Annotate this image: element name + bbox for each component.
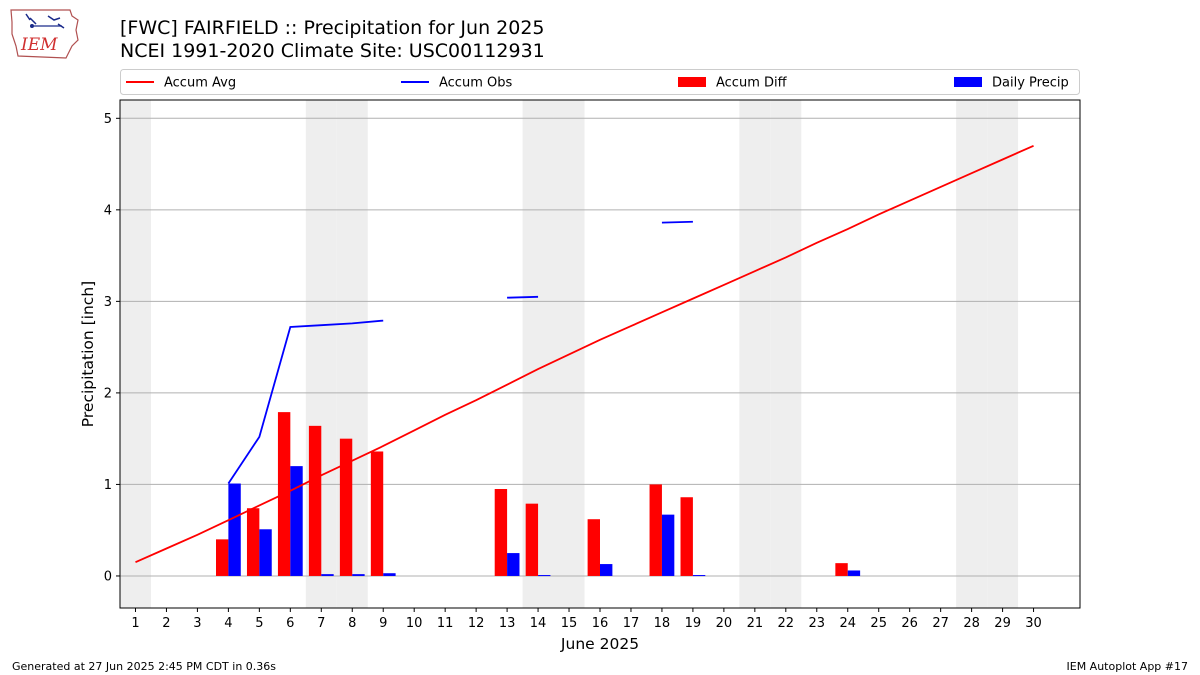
- logo-text: IEM: [20, 35, 58, 55]
- accum-diff-bar: [494, 489, 508, 576]
- x-tick-label: 18: [654, 616, 671, 631]
- chart-subtitle: NCEI 1991-2020 Climate Site: USC00112931: [120, 40, 545, 62]
- daily-precip-bar: [352, 574, 365, 576]
- daily-precip-bar: [600, 564, 613, 576]
- x-tick-label: 17: [623, 616, 640, 631]
- x-tick-label: 6: [286, 616, 294, 631]
- x-tick-label: 20: [716, 616, 733, 631]
- accum-diff-bar: [680, 497, 693, 576]
- y-axis-label: Precipitation [inch]: [79, 281, 97, 427]
- x-tick-label: 8: [348, 616, 356, 631]
- legend: Accum Avg Accum Obs Accum Diff Daily Precip: [120, 69, 1080, 95]
- y-tick-label: 3: [104, 295, 112, 310]
- x-tick-label: 16: [592, 616, 609, 631]
- accum-diff-bar: [216, 539, 229, 576]
- daily-precip-bar: [847, 570, 861, 576]
- x-tick-label: 27: [932, 616, 949, 631]
- y-tick-label: 0: [104, 569, 112, 584]
- accum-diff-bar: [587, 519, 600, 576]
- legend-label: Accum Diff: [716, 76, 788, 91]
- x-tick-label: 29: [994, 616, 1011, 631]
- x-tick-label: 7: [317, 616, 325, 631]
- accum-diff-bar: [649, 484, 662, 576]
- x-tick-label: 1: [131, 616, 139, 631]
- generated-footer: Generated at 27 Jun 2025 2:45 PM CDT in …: [12, 660, 277, 673]
- y-tick-label: 2: [104, 386, 112, 401]
- x-tick-label: 11: [437, 616, 454, 631]
- x-tick-label: 25: [870, 616, 887, 631]
- x-tick-label: 30: [1025, 616, 1042, 631]
- daily-precip-bar: [507, 553, 520, 576]
- x-tick-label: 5: [255, 616, 263, 631]
- accum-diff-bar: [339, 438, 353, 576]
- x-tick-label: 28: [963, 616, 980, 631]
- weekend-band: [120, 100, 151, 608]
- x-tick-label: 23: [809, 616, 826, 631]
- x-tick-label: 10: [406, 616, 423, 631]
- x-tick-label: 4: [224, 616, 232, 631]
- daily-precip-bar: [259, 529, 272, 576]
- app-footer: IEM Autoplot App #17: [1066, 660, 1189, 673]
- x-tick-label: 13: [499, 616, 516, 631]
- daily-precip-bar: [383, 573, 396, 576]
- daily-precip-bar: [228, 483, 241, 576]
- x-tick-label: 3: [193, 616, 201, 631]
- plot-area: [120, 100, 1080, 608]
- x-tick-label: 19: [685, 616, 702, 631]
- daily-precip-bar: [321, 574, 334, 576]
- y-tick-label: 1: [104, 478, 112, 493]
- accum-diff-bar: [370, 451, 384, 576]
- daily-precip-bar: [538, 575, 551, 577]
- accum-diff-bar: [308, 425, 322, 576]
- legend-label: Daily Precip: [992, 76, 1069, 91]
- legend-box: [120, 69, 1080, 95]
- chart-title: [FWC] FAIRFIELD :: Precipitation for Jun…: [120, 17, 545, 39]
- accum-obs-line: [227, 319, 384, 485]
- legend-label: Accum Avg: [164, 76, 236, 91]
- weekend-band: [739, 100, 771, 608]
- x-tick-label: 14: [530, 616, 547, 631]
- legend-bar-swatch: [678, 77, 706, 87]
- x-tick-label: 26: [901, 616, 918, 631]
- y-tick-label: 5: [104, 112, 112, 127]
- y-tick-label: 4: [104, 203, 112, 218]
- daily-precip-bar: [692, 575, 706, 577]
- weekend-band: [770, 100, 802, 608]
- x-tick-label: 21: [747, 616, 764, 631]
- accum-diff-bar: [246, 508, 260, 576]
- iem-logo: IEM: [10, 9, 79, 59]
- weekend-band: [987, 100, 1019, 608]
- x-tick-label: 15: [561, 616, 578, 631]
- daily-precip-bar: [290, 466, 303, 576]
- x-tick-label: 9: [379, 616, 387, 631]
- x-tick-label: 12: [468, 616, 485, 631]
- weekend-band: [956, 100, 988, 608]
- daily-precip-bar: [661, 514, 675, 576]
- x-tick-label: 22: [778, 616, 795, 631]
- accum-avg-line: [135, 144, 1034, 564]
- accum-obs-line: [661, 220, 693, 224]
- accum-diff-bar: [525, 503, 539, 576]
- x-axis-label: June 2025: [560, 635, 639, 653]
- x-tick-label: 24: [839, 616, 856, 631]
- x-tick-label: 2: [162, 616, 170, 631]
- accum-diff-bar: [835, 563, 848, 576]
- legend-bar-swatch: [954, 77, 982, 87]
- accum-obs-line: [507, 295, 539, 299]
- legend-label: Accum Obs: [439, 76, 512, 91]
